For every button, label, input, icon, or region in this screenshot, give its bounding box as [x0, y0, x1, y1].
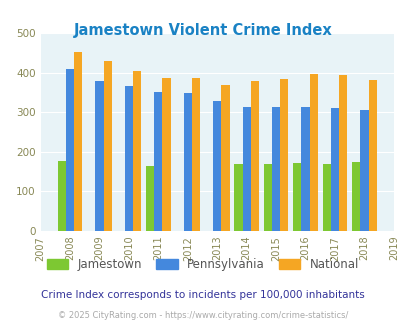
Bar: [221, 85, 229, 231]
Bar: [146, 166, 154, 231]
Bar: [301, 107, 309, 231]
Bar: [338, 75, 346, 231]
Bar: [74, 51, 82, 231]
Bar: [95, 81, 103, 231]
Bar: [58, 160, 66, 231]
Bar: [162, 78, 170, 231]
Bar: [351, 162, 359, 231]
Bar: [322, 164, 330, 231]
Bar: [103, 61, 111, 231]
Bar: [133, 71, 141, 231]
Bar: [213, 101, 221, 231]
Bar: [368, 80, 376, 231]
Text: Crime Index corresponds to incidents per 100,000 inhabitants: Crime Index corresponds to incidents per…: [41, 290, 364, 300]
Bar: [124, 86, 133, 231]
Text: Jamestown Violent Crime Index: Jamestown Violent Crime Index: [73, 23, 332, 38]
Bar: [330, 108, 338, 231]
Bar: [359, 110, 368, 231]
Bar: [154, 92, 162, 231]
Bar: [292, 163, 301, 231]
Bar: [263, 164, 271, 231]
Bar: [183, 93, 192, 231]
Bar: [250, 81, 258, 231]
Legend: Jamestown, Pennsylvania, National: Jamestown, Pennsylvania, National: [42, 253, 363, 276]
Bar: [309, 74, 317, 231]
Bar: [234, 164, 242, 231]
Bar: [279, 79, 288, 231]
Bar: [66, 69, 74, 231]
Bar: [242, 107, 250, 231]
Bar: [271, 107, 279, 231]
Text: © 2025 CityRating.com - https://www.cityrating.com/crime-statistics/: © 2025 CityRating.com - https://www.city…: [58, 311, 347, 320]
Bar: [192, 78, 200, 231]
